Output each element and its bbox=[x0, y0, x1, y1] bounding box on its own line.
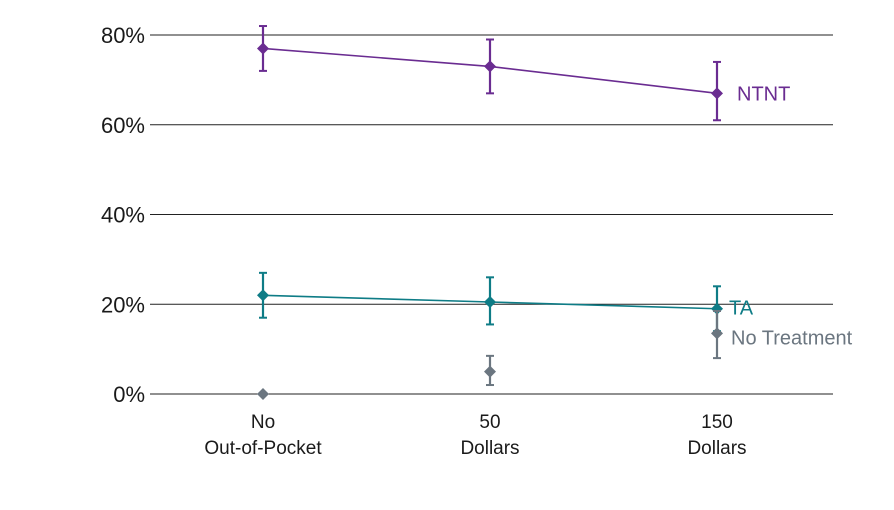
series-label: TA bbox=[729, 298, 754, 320]
x-tick-label: No bbox=[251, 412, 275, 433]
y-tick-label: 80% bbox=[101, 23, 145, 48]
data-point bbox=[257, 388, 269, 400]
y-tick-label: 60% bbox=[101, 113, 145, 138]
series-label: No Treatment bbox=[731, 327, 853, 349]
y-tick-label: 40% bbox=[101, 203, 145, 228]
data-point bbox=[711, 87, 723, 100]
series-ntnt: NTNT bbox=[257, 25, 790, 122]
x-tick-label: 50 bbox=[479, 412, 500, 433]
series-group: NTNT TA No Treatment bbox=[257, 25, 853, 400]
y-axis-ticks: 0% 20% 40% 60% 80% bbox=[101, 23, 145, 407]
data-point bbox=[484, 365, 496, 378]
data-point bbox=[484, 60, 496, 73]
x-tick-label: Dollars bbox=[687, 438, 746, 459]
data-point bbox=[257, 42, 269, 55]
x-tick-label: Out-of-Pocket bbox=[204, 438, 322, 459]
x-axis-ticks: No Out-of-Pocket 50 Dollars 150 Dollars bbox=[204, 412, 746, 459]
series-ta: TA bbox=[257, 271, 754, 333]
x-tick-label: Dollars bbox=[460, 438, 519, 459]
data-point bbox=[257, 289, 269, 302]
y-tick-label: 0% bbox=[113, 382, 145, 407]
data-point bbox=[484, 296, 496, 309]
x-tick-label: 150 bbox=[701, 412, 733, 433]
y-tick-label: 20% bbox=[101, 292, 145, 317]
series-no-treatment: No Treatment bbox=[257, 309, 853, 400]
series-label: NTNT bbox=[737, 83, 790, 105]
data-point bbox=[711, 327, 723, 340]
